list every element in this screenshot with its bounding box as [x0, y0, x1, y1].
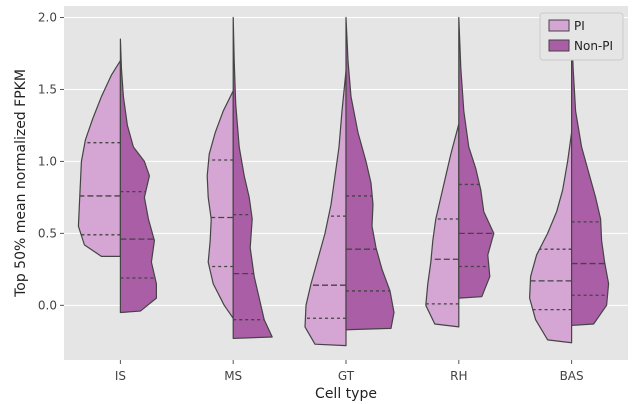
y-tick-label: 0.5 — [38, 226, 57, 240]
legend-swatch-non-pi — [548, 39, 570, 52]
violin-pi-ms — [206, 90, 234, 319]
legend-label-non-pi: Non-PI — [574, 39, 613, 53]
y-tick-label: 1.0 — [38, 154, 57, 168]
x-tick-label: BAS — [560, 369, 584, 383]
violin-pi-bas — [529, 132, 573, 344]
legend: PI Non-PI — [539, 12, 624, 61]
violin-pi-is — [77, 60, 121, 257]
violin-pi-gt — [304, 70, 347, 347]
y-axis: 0.0 0.5 1.0 1.5 2.0 — [38, 11, 64, 312]
y-tick-label: 0.0 — [38, 298, 57, 312]
x-tick-label: IS — [115, 369, 126, 383]
x-tick-label: MS — [224, 369, 242, 383]
violin-non-pi-gt — [345, 16, 395, 331]
x-axis-label: Cell type — [315, 386, 377, 402]
x-tick-label: GT — [338, 369, 355, 383]
violin-non-pi-is — [119, 38, 157, 314]
violin-non-pi-rh — [458, 16, 495, 299]
x-axis: IS MS GT RH BAS — [115, 360, 584, 383]
violins — [77, 16, 610, 347]
violin-pi-rh — [425, 123, 460, 328]
legend-label-pi: PI — [574, 19, 585, 33]
violin-non-pi-bas — [571, 24, 610, 327]
legend-swatch-pi — [548, 19, 570, 32]
violin-non-pi-ms — [232, 16, 273, 340]
y-axis-label: Top 50% mean normalized FPKM — [13, 69, 29, 298]
x-tick-label: RH — [450, 369, 467, 383]
y-tick-label: 1.5 — [38, 82, 57, 96]
y-tick-label: 2.0 — [38, 11, 57, 25]
